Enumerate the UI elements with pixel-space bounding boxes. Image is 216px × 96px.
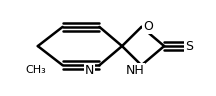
Text: N: N (85, 64, 94, 77)
Text: O: O (143, 20, 153, 33)
Text: S: S (185, 40, 193, 53)
Text: NH: NH (126, 64, 144, 77)
Text: CH₃: CH₃ (25, 65, 46, 75)
